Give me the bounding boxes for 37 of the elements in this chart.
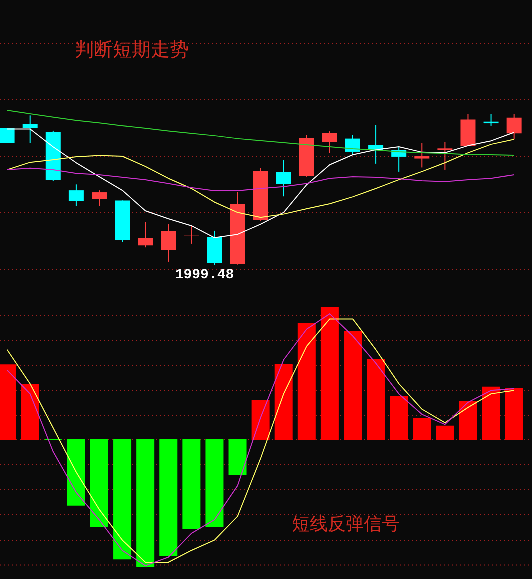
- candlestick: [506, 114, 522, 140]
- candlestick: [68, 184, 84, 207]
- bar: [320, 308, 339, 440]
- bar: [459, 401, 478, 440]
- text: 判断短期走势: [75, 39, 189, 61]
- candlestick: [0, 128, 15, 144]
- candlestick: [484, 114, 499, 126]
- annotation: 1999.48: [175, 267, 234, 284]
- bar: [114, 440, 132, 560]
- bar: [252, 400, 270, 440]
- bar: [90, 440, 108, 528]
- bar: [367, 360, 386, 440]
- candlestick: [22, 115, 38, 144]
- bar: [160, 440, 178, 556]
- candlestick: [138, 222, 154, 248]
- candlestick: [92, 190, 107, 207]
- candlestick: [322, 131, 338, 154]
- bar: [505, 388, 524, 440]
- bar: [344, 331, 362, 440]
- annotation: 短线反弹信号: [292, 514, 400, 535]
- bar: [298, 323, 316, 440]
- bar: [228, 440, 247, 476]
- candlestick: [346, 134, 360, 156]
- bar: [274, 364, 293, 440]
- bar: [206, 440, 224, 528]
- bar: [21, 384, 40, 440]
- candlestick: [161, 224, 176, 262]
- bar: [436, 426, 454, 440]
- candlestick: [438, 141, 453, 170]
- bar: [67, 440, 86, 506]
- bar: [482, 386, 500, 440]
- candlestick: [414, 143, 430, 168]
- bar: [390, 396, 408, 440]
- bar: [413, 418, 432, 440]
- bar: [182, 440, 201, 529]
- candlestick: [276, 160, 292, 198]
- bar: [136, 440, 155, 568]
